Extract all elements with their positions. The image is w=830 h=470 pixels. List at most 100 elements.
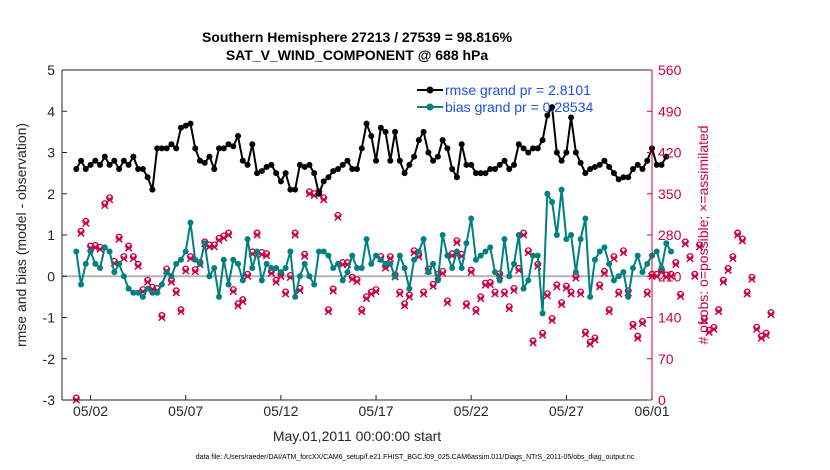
obs-assimilated-marker bbox=[319, 195, 328, 204]
bias-point bbox=[116, 260, 123, 267]
rmse-point bbox=[258, 168, 265, 175]
rmse-point bbox=[663, 153, 670, 160]
rmse-point bbox=[292, 186, 299, 193]
rmse-point bbox=[463, 161, 470, 168]
bias-point bbox=[382, 260, 389, 267]
bias-point bbox=[644, 260, 651, 267]
bias-point bbox=[311, 281, 318, 288]
y-right-tick-label: 70 bbox=[658, 351, 674, 367]
obs-assimilated-marker bbox=[77, 229, 85, 237]
rmse-point bbox=[458, 141, 465, 148]
bias-point bbox=[244, 236, 251, 243]
rmse-point bbox=[315, 190, 322, 197]
bias-point bbox=[358, 265, 365, 271]
x-tick-label: 05/17 bbox=[359, 403, 394, 419]
rmse-point bbox=[615, 176, 622, 183]
bias-point bbox=[587, 293, 594, 300]
rmse-point bbox=[334, 166, 341, 172]
bias-point bbox=[163, 269, 170, 276]
obs-assimilated-marker bbox=[748, 275, 756, 283]
bias-point bbox=[173, 260, 180, 267]
bias-point bbox=[401, 265, 408, 271]
bias-point bbox=[158, 281, 165, 288]
obs-assimilated-marker bbox=[429, 282, 437, 290]
bias-point bbox=[411, 256, 418, 263]
obs-assimilated-marker bbox=[538, 331, 547, 339]
obs-assimilated-marker bbox=[743, 290, 751, 298]
bias-point bbox=[139, 293, 146, 300]
bias-point bbox=[463, 240, 470, 247]
y-right-tick-label: 140 bbox=[658, 310, 682, 326]
bias-point bbox=[254, 248, 261, 255]
bias-point bbox=[206, 273, 213, 280]
rmse-point bbox=[577, 159, 584, 166]
rmse-point bbox=[373, 157, 380, 164]
rmse-point bbox=[135, 166, 142, 172]
obs-assimilated-marker bbox=[633, 334, 642, 342]
rmse-point bbox=[311, 170, 318, 177]
bias-point bbox=[230, 256, 237, 263]
bias-point bbox=[634, 252, 641, 259]
rmse-point bbox=[97, 161, 104, 168]
obs-assimilated-marker bbox=[605, 307, 613, 316]
bias-point bbox=[239, 277, 246, 284]
obs-assimilated-marker bbox=[124, 244, 133, 252]
obs-assimilated-marker bbox=[291, 231, 299, 239]
rmse-point bbox=[154, 145, 161, 152]
bias-point bbox=[315, 248, 322, 255]
rmse-point bbox=[73, 166, 80, 172]
y-right-tick-label: 0 bbox=[658, 392, 666, 408]
bias-point bbox=[92, 260, 99, 267]
obs-assimilated-marker bbox=[305, 190, 314, 198]
rmse-point bbox=[325, 174, 332, 181]
x-tick-label: 05/07 bbox=[168, 403, 203, 419]
rmse-point bbox=[601, 157, 608, 164]
rmse-point bbox=[368, 133, 375, 139]
y-left-tick-label: 4 bbox=[47, 103, 55, 119]
bias-point bbox=[434, 277, 441, 284]
rmse-point bbox=[168, 141, 175, 148]
rmse-point bbox=[620, 174, 627, 181]
rmse-point bbox=[201, 159, 208, 166]
obs-assimilated-marker bbox=[115, 235, 123, 243]
bias-point bbox=[439, 232, 446, 238]
rmse-point bbox=[354, 166, 360, 172]
obs-assimilated-marker bbox=[267, 269, 276, 278]
obs-assimilated-marker bbox=[367, 290, 376, 298]
bias-point bbox=[258, 277, 265, 284]
bias-point bbox=[187, 219, 194, 226]
bias-point bbox=[501, 236, 508, 243]
obs-assimilated-marker bbox=[691, 272, 699, 280]
rmse-point bbox=[254, 170, 261, 177]
obs-assimilated-marker bbox=[643, 290, 651, 298]
bias-point bbox=[73, 248, 80, 255]
bias-point bbox=[577, 236, 584, 243]
rmse-point bbox=[182, 122, 189, 129]
bias-point bbox=[344, 269, 351, 276]
obs-assimilated-marker bbox=[462, 301, 471, 310]
obs-assimilated-marker bbox=[581, 330, 590, 338]
obs-assimilated-marker bbox=[177, 307, 185, 316]
obs-assimilated-marker bbox=[562, 284, 571, 292]
rmse-point bbox=[444, 145, 451, 152]
rmse-point bbox=[520, 145, 527, 152]
rmse-point bbox=[515, 141, 522, 148]
bias-point bbox=[306, 273, 313, 280]
rmse-point bbox=[206, 153, 213, 160]
obs-assimilated-marker bbox=[101, 201, 109, 210]
x-tick-label: 06/01 bbox=[634, 403, 669, 419]
bias-point bbox=[97, 265, 104, 271]
bias-point bbox=[534, 252, 541, 259]
obs-assimilated-marker bbox=[500, 290, 509, 298]
obs-assimilated-marker bbox=[224, 231, 233, 239]
obs-assimilated-marker bbox=[767, 310, 775, 319]
bias-point bbox=[525, 277, 532, 284]
rmse-point bbox=[158, 145, 165, 152]
obs-assimilated-marker bbox=[729, 254, 737, 263]
bias-point bbox=[482, 248, 489, 255]
rmse-point bbox=[544, 112, 551, 119]
obs-assimilated-marker bbox=[672, 260, 680, 269]
obs-assimilated-marker bbox=[519, 231, 528, 239]
bias-point bbox=[249, 265, 256, 271]
rmse-point bbox=[553, 149, 560, 156]
